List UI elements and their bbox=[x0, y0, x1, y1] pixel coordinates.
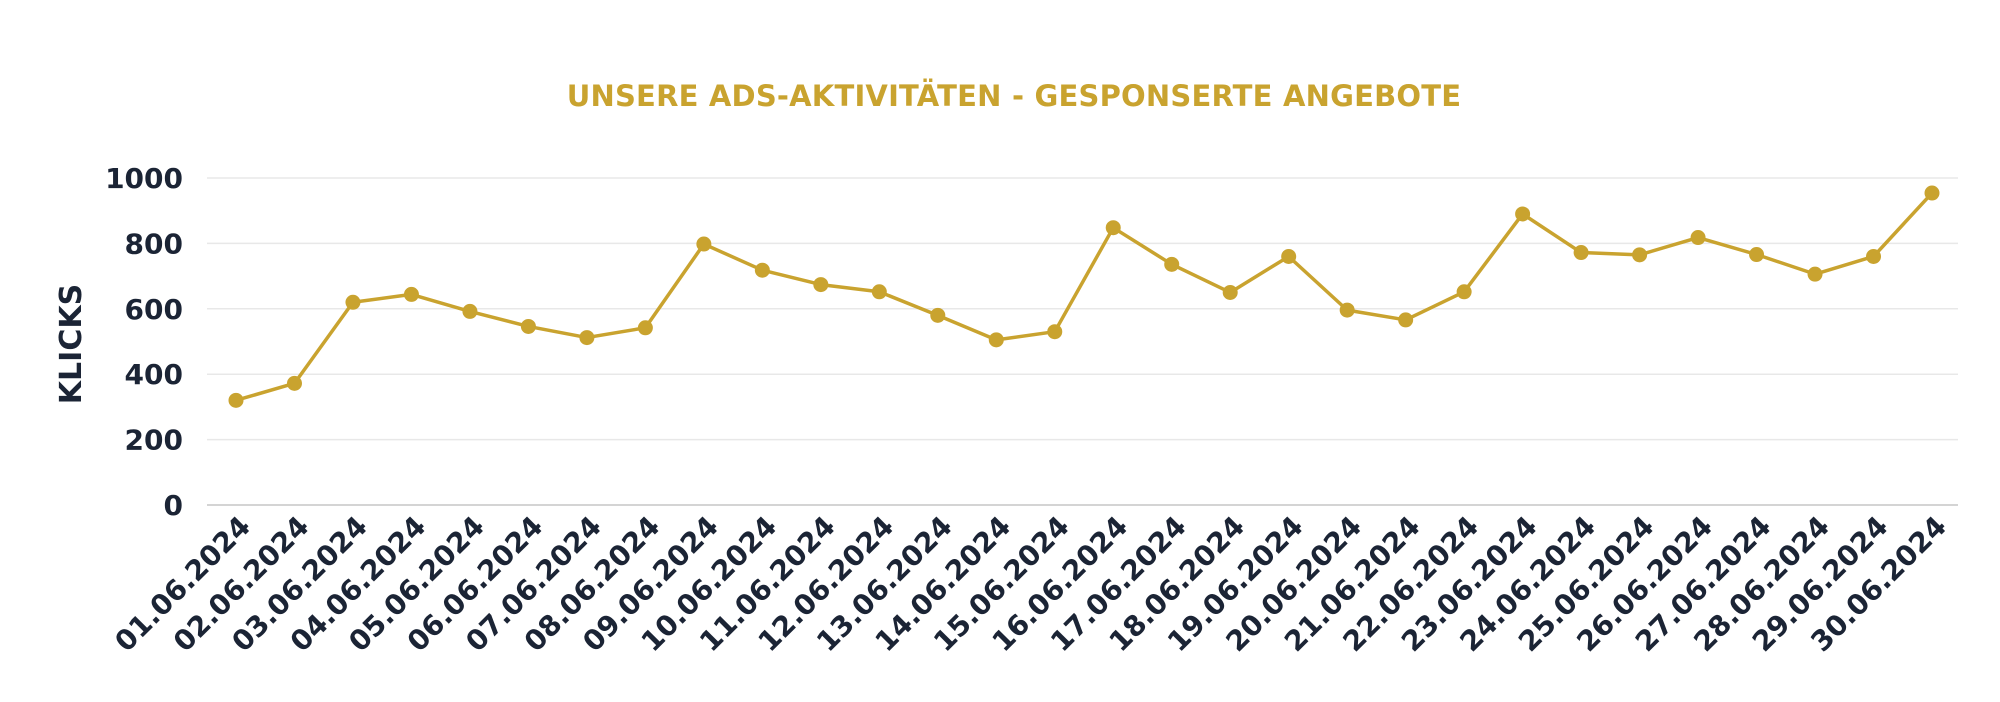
data-point[interactable] bbox=[1749, 247, 1765, 263]
y-axis-label: KLICKS bbox=[54, 284, 89, 404]
chart-title: UNSERE ADS-AKTIVITÄTEN - GESPONSERTE ANG… bbox=[567, 79, 1462, 113]
data-point[interactable] bbox=[1164, 256, 1180, 272]
data-point[interactable] bbox=[813, 277, 829, 293]
data-point[interactable] bbox=[1690, 230, 1706, 246]
y-tick-label: 200 bbox=[125, 424, 183, 457]
data-point[interactable] bbox=[930, 307, 946, 323]
data-point[interactable] bbox=[579, 330, 595, 346]
data-point[interactable] bbox=[1573, 245, 1589, 261]
x-axis-ticks: 01.06.202402.06.202403.06.202404.06.2024… bbox=[108, 510, 1953, 659]
data-point[interactable] bbox=[1398, 312, 1414, 328]
y-tick-label: 800 bbox=[125, 227, 183, 260]
data-point[interactable] bbox=[1807, 266, 1823, 282]
grid-lines bbox=[207, 177, 1958, 441]
data-point[interactable] bbox=[520, 318, 536, 334]
data-point[interactable] bbox=[345, 294, 361, 310]
data-point[interactable] bbox=[403, 286, 419, 302]
data-point[interactable] bbox=[1339, 302, 1355, 318]
data-point[interactable] bbox=[1632, 247, 1648, 263]
data-point[interactable] bbox=[286, 375, 302, 391]
y-tick-label: 600 bbox=[125, 293, 183, 326]
data-point[interactable] bbox=[1515, 206, 1531, 222]
data-point[interactable] bbox=[1456, 284, 1472, 300]
data-point[interactable] bbox=[228, 392, 244, 408]
data-point[interactable] bbox=[462, 303, 478, 319]
data-point[interactable] bbox=[1924, 185, 1940, 201]
data-point[interactable] bbox=[988, 332, 1004, 348]
data-point[interactable] bbox=[871, 284, 887, 300]
data-point[interactable] bbox=[1105, 220, 1121, 236]
series-line bbox=[234, 191, 1934, 403]
y-tick-label: 400 bbox=[125, 358, 183, 391]
data-point[interactable] bbox=[1047, 324, 1063, 340]
y-tick-label: 0 bbox=[164, 489, 183, 522]
y-tick-label: 1000 bbox=[105, 162, 183, 195]
data-point[interactable] bbox=[637, 320, 653, 336]
data-point[interactable] bbox=[1222, 284, 1238, 300]
data-point[interactable] bbox=[754, 262, 770, 278]
data-point[interactable] bbox=[1281, 248, 1297, 264]
y-axis-ticks: 0 200 400 600 800 1000 bbox=[105, 162, 183, 522]
series-klicks bbox=[228, 185, 1940, 408]
data-point[interactable] bbox=[696, 236, 712, 252]
data-point[interactable] bbox=[1866, 248, 1882, 264]
